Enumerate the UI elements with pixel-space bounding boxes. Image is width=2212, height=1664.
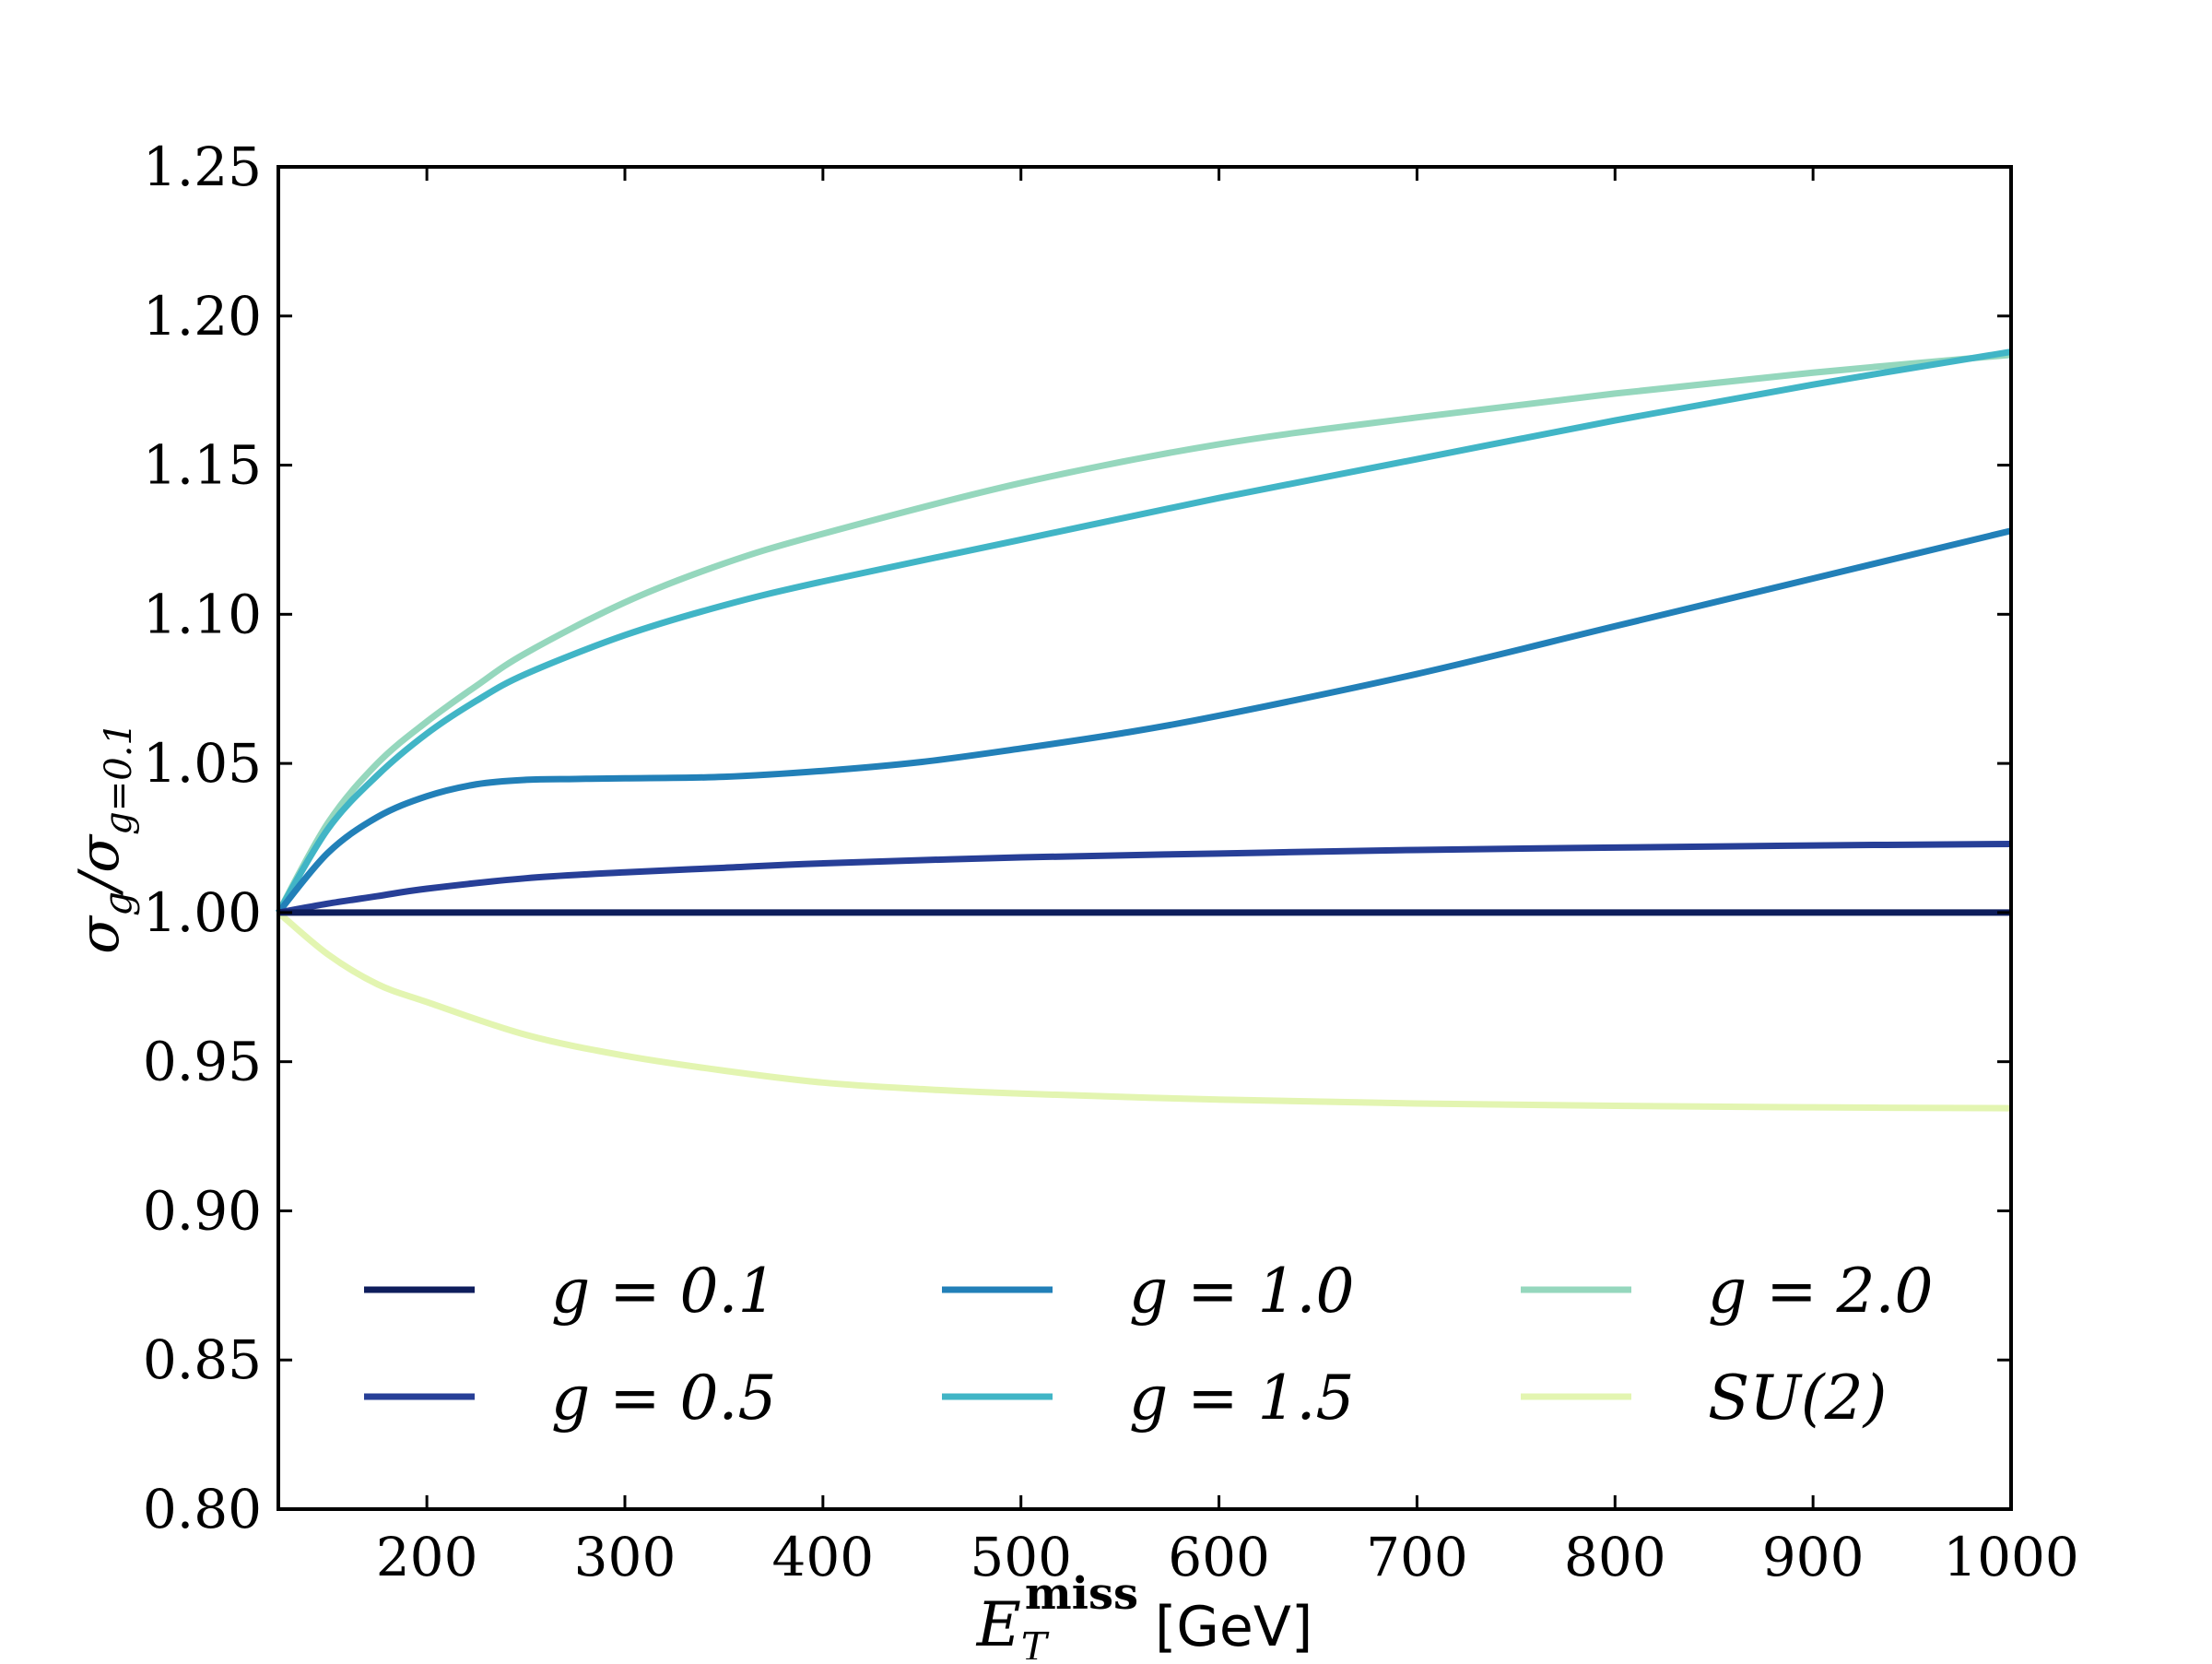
x-tick-label: 900 [1762,1526,1865,1588]
y-label-sub2: g=0.1 [98,722,140,835]
x-tick-label: 400 [771,1526,874,1588]
x-label-unit: [GeV] [1155,1595,1312,1659]
x-tick-label: 700 [1366,1526,1468,1588]
y-axis-label: σg/σg=0.1 [67,722,140,954]
series-line-4 [275,351,2012,915]
y-label-sub1: g [95,891,140,916]
y-tick-label: 0.95 [143,1031,262,1093]
y-label-sep: /σ [67,833,132,896]
legend: g = 0.1 g = 0.5 g = 1.0 g = 1.5 g = 2.0 SU(2) [364,1256,1933,1434]
x-tick-label: 300 [574,1526,677,1588]
y-label-main: σ [67,915,132,954]
x-tick-label: 800 [1564,1526,1666,1588]
y-tick-label: 0.90 [143,1179,262,1242]
x-label-sub: T [1021,1624,1050,1659]
legend-label: SU(2) [1708,1363,1887,1434]
x-tick-label: 600 [1168,1526,1270,1588]
y-tick-label: 1.10 [143,583,262,645]
series-layer [275,348,2012,1112]
x-label-sup: miss [1025,1568,1138,1620]
legend-label: g = 1.5 [1129,1363,1354,1434]
legend-label: g = 0.5 [551,1363,776,1434]
legend-label: g = 1.0 [1129,1256,1354,1327]
y-tick-label: 0.85 [143,1328,262,1391]
x-tick-label: 200 [376,1526,478,1588]
x-axis-label: ETmiss [GeV] [976,1568,1313,1659]
series-line-2 [276,527,2012,915]
x-label-main: E [976,1589,1021,1659]
series-line-1 [277,840,2012,916]
plot-frame [276,165,2013,1511]
legend-label: g = 0.1 [551,1256,776,1327]
y-tick-label: 1.20 [143,285,262,348]
legend-label: g = 2.0 [1708,1256,1933,1327]
series-line-5 [276,910,2012,1112]
x-tick-label: 500 [970,1526,1072,1588]
y-tick-label: 1.05 [143,732,262,795]
y-tick-label: 1.25 [143,136,262,198]
tick-layer: 200 300 400 500 600 700 800 900 1000 0.80 0.85 0.90… [143,136,2079,1588]
series-line-3 [275,348,2012,915]
x-tick-label: 1000 [1943,1526,2079,1588]
y-tick-label: 0.80 [143,1478,262,1540]
y-tick-label: 1.15 [143,434,262,497]
y-tick-label: 1.00 [143,881,262,944]
